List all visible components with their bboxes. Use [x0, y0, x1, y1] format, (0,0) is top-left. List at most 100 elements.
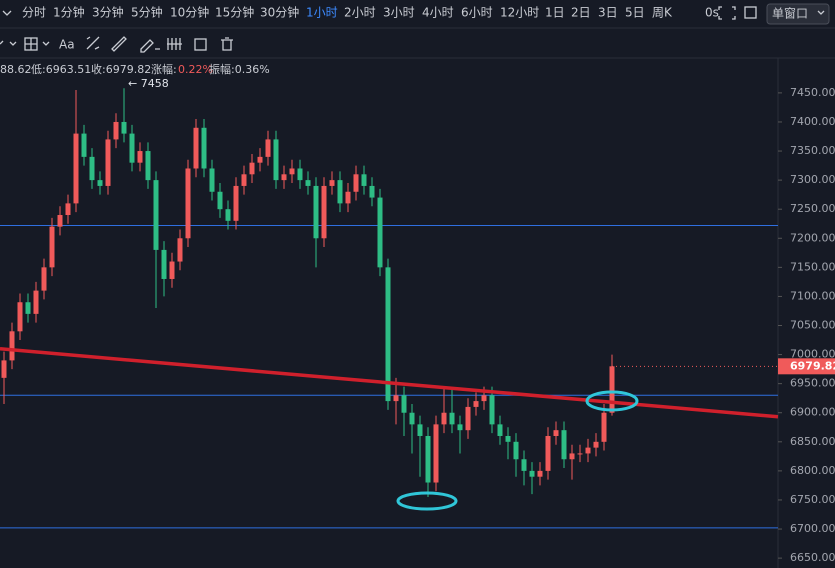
timeframe-tab[interactable]: 4小时 [422, 6, 454, 20]
candle-body [361, 174, 367, 186]
y-tick-label: 7000.00 [790, 348, 835, 361]
timeframe-tab[interactable]: 30分钟 [260, 5, 299, 20]
y-tick-label: 7050.00 [790, 319, 835, 332]
candle-body [105, 139, 111, 186]
fib-icon[interactable] [167, 38, 182, 50]
candle-body [73, 133, 79, 204]
candle-body [353, 174, 359, 192]
candle-body [121, 121, 127, 134]
pen-icon[interactable] [140, 39, 160, 53]
candle-body [505, 435, 511, 442]
y-tick-label: 7100.00 [790, 289, 835, 302]
candle-body [201, 127, 207, 169]
timeframe-tab[interactable]: 1小时 [306, 6, 338, 20]
timeframe-tab[interactable]: 分时 [22, 6, 46, 20]
candle-body [33, 290, 39, 314]
y-tick-label: 7300.00 [790, 173, 835, 186]
candle-body [553, 430, 559, 436]
info-change: 0.22% [178, 63, 213, 76]
info-bar: 88.62 低:6963.51 收:6979.82 涨幅: 0.22% 振幅:0… [0, 62, 270, 76]
candle-body [593, 441, 599, 448]
candle-body [209, 168, 215, 192]
candle-body [281, 174, 287, 181]
y-tick-label: 7250.00 [790, 202, 835, 215]
tool-icon[interactable] [0, 40, 4, 45]
window-mode[interactable]: 单窗口 [772, 7, 808, 21]
timeframe-tab[interactable]: 3日 [598, 6, 618, 20]
y-tick-label: 6700.00 [790, 522, 835, 535]
trendline [0, 347, 779, 419]
candle-body [57, 215, 63, 227]
y-tick-label: 7400.00 [790, 115, 835, 128]
y-tick-label: 6750.00 [790, 493, 835, 506]
window-mode-button[interactable] [766, 3, 830, 25]
candle-body [1, 360, 7, 378]
timeframe-tab[interactable]: 1日 [545, 6, 565, 20]
timeframe-tab[interactable]: 2小时 [344, 6, 376, 20]
crosshair-icon[interactable] [25, 38, 50, 50]
candle-body [537, 470, 543, 477]
candle-body [337, 180, 343, 204]
text-tool[interactable]: Aa [59, 38, 75, 52]
candle-body [185, 168, 191, 239]
highlight-ellipse [396, 491, 458, 511]
candle-body [249, 162, 255, 175]
candle-body [601, 412, 607, 442]
timeframe-tab[interactable]: 2日 [571, 6, 591, 20]
candle-body [489, 395, 495, 425]
dropdown-arrow[interactable] [9, 41, 17, 46]
candle-body [561, 430, 567, 460]
info-amplitude: 振幅:0.36% [209, 62, 270, 76]
candle-body [273, 139, 279, 181]
popout-icon[interactable] [744, 6, 757, 19]
last-price-box [778, 358, 835, 375]
y-tick-label: 6950.00 [790, 377, 835, 390]
timeframe-tab[interactable]: 10分钟 [170, 5, 209, 20]
y-tick-label: 6800.00 [790, 464, 835, 477]
timeframe-tab[interactable]: 5日 [625, 6, 645, 20]
candle-body [425, 435, 431, 483]
candle-body [449, 412, 455, 425]
timeframe-tab[interactable]: 15分钟 [215, 5, 254, 20]
timeframe-tab[interactable]: 5分钟 [131, 5, 163, 20]
candle-body [193, 127, 199, 169]
ruler-icon[interactable] [111, 36, 127, 52]
dropdown-arrow[interactable] [2, 10, 12, 16]
candle-body [169, 261, 175, 279]
candle-body [585, 447, 591, 454]
timeframe-tab[interactable]: 周K [652, 6, 673, 20]
y-tick-label: 7150.00 [790, 260, 835, 273]
timeframe-tab[interactable]: 12小时 [500, 6, 539, 20]
candle-body [569, 453, 575, 460]
candle-body [377, 197, 383, 268]
info-change-label: 涨幅: [151, 63, 177, 76]
candle-body [329, 180, 335, 186]
candle-body [81, 133, 87, 157]
candle-body [145, 151, 151, 181]
candle-body [233, 185, 239, 221]
candle-body [441, 412, 447, 425]
candle-body [113, 121, 119, 140]
timeframe-tab[interactable]: 3分钟 [92, 5, 124, 20]
candle-body [65, 203, 71, 216]
timer: 0s [705, 6, 719, 20]
timeframe-tab[interactable]: 3小时 [383, 6, 415, 20]
timeframe-tab[interactable]: 1分钟 [53, 5, 85, 20]
candle-body [17, 302, 23, 332]
dropdown-arrow[interactable] [817, 10, 825, 15]
last-price-label: 6979.82 [790, 359, 835, 372]
candle-body [257, 156, 263, 163]
trash-icon[interactable] [221, 37, 233, 51]
candle-body [289, 168, 295, 175]
candle-body [577, 453, 583, 455]
timeframe-tab[interactable]: 6小时 [461, 6, 493, 20]
y-tick-label: 7350.00 [790, 144, 835, 157]
fullscreen-icon[interactable] [718, 6, 736, 20]
candle-body [97, 180, 103, 186]
measure-icon[interactable] [86, 36, 100, 50]
candle-body [457, 424, 463, 431]
candle-body [241, 174, 247, 186]
lock-icon[interactable] [194, 38, 207, 51]
